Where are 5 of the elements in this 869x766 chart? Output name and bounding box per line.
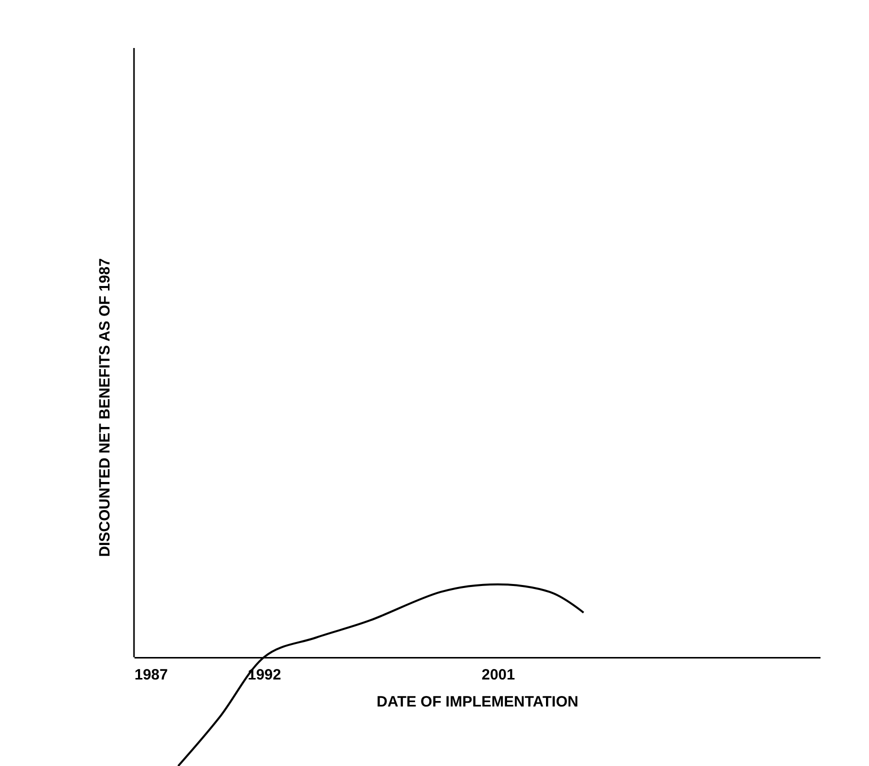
x-axis-title: DATE OF IMPLEMENTATION [376,694,578,711]
x-tick-label: 1987 [134,666,168,684]
x-tick-label: 1992 [248,666,282,684]
y-axis-title: DISCOUNTED NET BENEFITS AS OF 1987 [96,258,114,557]
x-tick-label: 2001 [482,666,515,684]
